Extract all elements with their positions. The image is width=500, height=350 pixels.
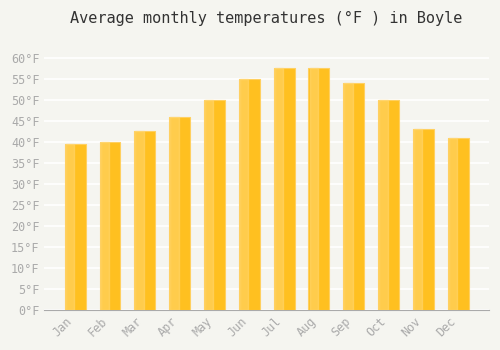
Bar [134, 131, 155, 310]
Bar [274, 69, 283, 310]
Bar [170, 117, 178, 310]
Bar [204, 100, 225, 310]
Bar [413, 129, 434, 310]
Bar [344, 83, 364, 310]
Bar [100, 142, 120, 310]
Bar [344, 83, 352, 310]
Bar [136, 131, 143, 310]
Bar [240, 79, 248, 310]
Bar [448, 138, 468, 310]
Bar [449, 138, 457, 310]
Bar [239, 79, 260, 310]
Bar [169, 117, 190, 310]
Bar [274, 69, 294, 310]
Bar [414, 129, 422, 310]
Bar [100, 142, 109, 310]
Bar [379, 100, 388, 310]
Bar [205, 100, 214, 310]
Bar [378, 100, 399, 310]
Bar [64, 144, 86, 310]
Title: Average monthly temperatures (°F ) in Boyle: Average monthly temperatures (°F ) in Bo… [70, 11, 463, 26]
Bar [66, 144, 74, 310]
Bar [310, 69, 318, 310]
Bar [308, 69, 330, 310]
